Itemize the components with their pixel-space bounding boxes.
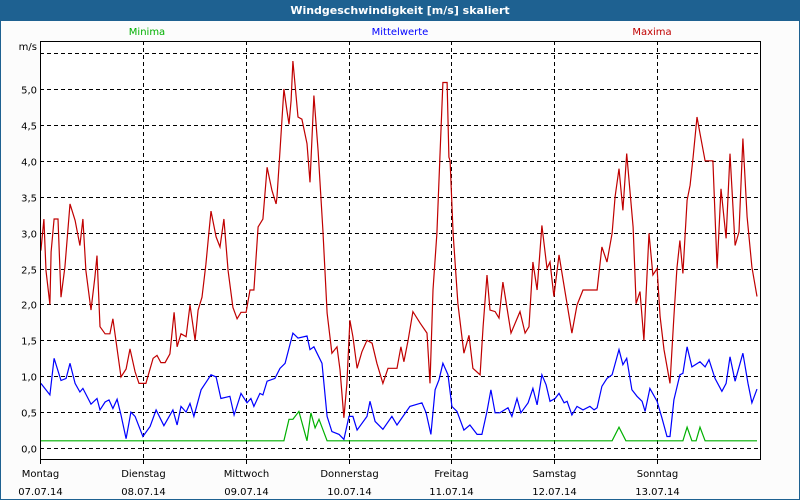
y-tick-label: 2,5 [21,266,37,277]
x-tick-day: Freitag [434,469,468,480]
y-tick-label: 4,0 [21,158,37,169]
x-tick-date: 12.07.14 [532,487,577,498]
legend-maxima: Maxima [632,27,671,38]
y-tick-label: 5,0 [21,86,37,97]
y-tick-label: 3,0 [21,230,37,241]
x-tick-date: 11.07.14 [429,487,474,498]
series-line-maxima [40,60,758,418]
x-tick-day: Donnerstag [320,469,378,480]
y-tick-label: 1,5 [21,337,37,348]
x-tick-day: Montag [22,469,59,480]
series-line-minima [40,410,757,442]
y-tick-label: 3,5 [21,194,37,205]
y-tick-label: 0,0 [21,445,37,456]
x-tick-date: 10.07.14 [327,487,372,498]
plot-frame [40,41,761,460]
legend-mittelwerte: Mittelwerte [372,27,429,38]
y-tick-label: 2,0 [21,301,37,312]
x-tick-date: 09.07.14 [224,487,269,498]
x-tick-day: Mittwoch [224,469,269,480]
x-tick-date: 08.07.14 [121,487,166,498]
y-tick-label: 4,5 [21,122,37,133]
window-title: Windgeschwindigkeit [m/s] skaliert [1,1,799,21]
y-tick-label: 0,5 [21,409,37,420]
x-tick-day: Sonntag [637,469,679,480]
plot-area [40,41,760,459]
y-axis-label: m/s [19,42,37,53]
x-tick-date: 07.07.14 [18,487,63,498]
legend-minima: Minima [129,27,165,38]
series-line-mittelwerte [40,331,758,441]
x-tick-date: 13.07.14 [635,487,680,498]
y-tick-label: 1,0 [21,373,37,384]
x-tick-day: Dienstag [121,469,166,480]
x-tick-day: Samstag [533,469,577,480]
